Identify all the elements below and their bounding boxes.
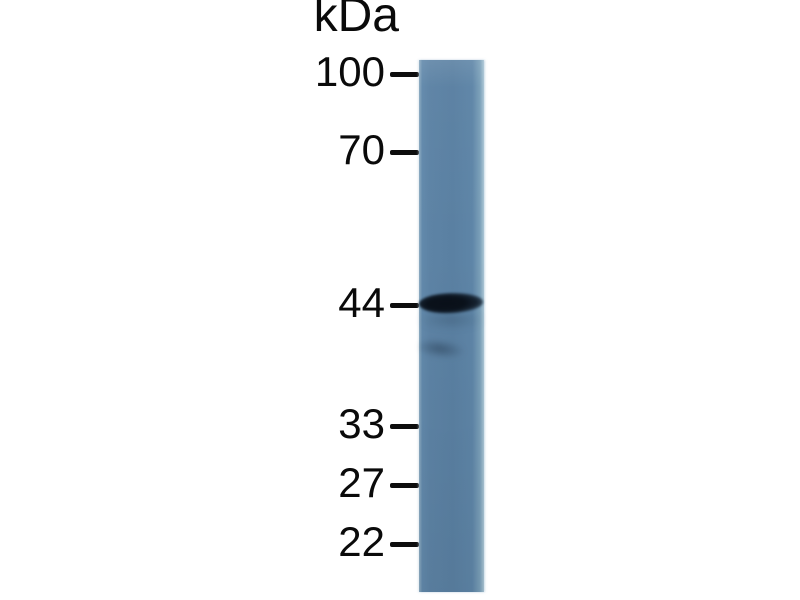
faint-band-below-44kda bbox=[418, 337, 466, 361]
marker-label-33: 33 bbox=[338, 400, 385, 447]
unit-label-kda: kDa bbox=[313, 0, 399, 42]
marker-tick-icon bbox=[390, 482, 419, 488]
marker-label-22: 22 bbox=[338, 518, 385, 565]
marker-tick-icon bbox=[390, 423, 419, 429]
marker-row-44: 44 bbox=[0, 282, 419, 324]
marker-row-70: 70 bbox=[0, 129, 419, 171]
gel-lane bbox=[418, 60, 484, 592]
marker-row-33: 33 bbox=[0, 403, 419, 445]
marker-row-22: 22 bbox=[0, 521, 419, 563]
marker-tick-icon bbox=[390, 302, 419, 308]
marker-label-27: 27 bbox=[338, 459, 385, 506]
marker-tick-icon bbox=[390, 541, 419, 547]
marker-tick-icon bbox=[390, 149, 419, 155]
band-under-shadow bbox=[419, 312, 483, 328]
marker-label-100: 100 bbox=[314, 48, 385, 95]
marker-label-70: 70 bbox=[338, 126, 385, 173]
marker-tick-icon bbox=[390, 71, 419, 77]
marker-label-44: 44 bbox=[338, 279, 385, 326]
marker-row-27: 27 bbox=[0, 462, 419, 504]
marker-row-100: 100 bbox=[0, 51, 419, 93]
